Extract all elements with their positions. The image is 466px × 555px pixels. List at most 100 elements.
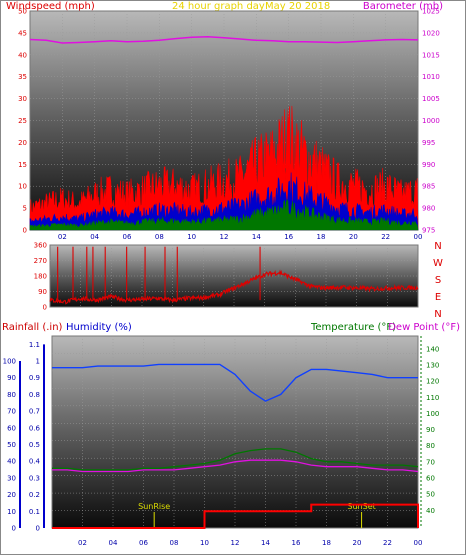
wind-y-tick-label: 30 [18,95,27,103]
wind-y-tick-label: 45 [18,29,27,37]
temp-x-tick-label: 02 [78,539,87,547]
temperature-y-tick-label: 70 [426,458,435,466]
wind-gust-peak [285,107,291,169]
rainfall-y-tick-label: 0.7 [29,408,40,416]
graph-date: May 20 2018 [265,1,330,12]
rainfall-y-tick-label: 0.2 [29,491,40,499]
temperature-y-tick-label: 60 [426,474,435,482]
dewpoint-label: Dew Point (°F) [388,322,460,333]
wind-y-axis: 0 5 10 15 20 25 30 35 40 45 50 [18,8,27,235]
temp-x-tick-label: 22 [383,539,392,547]
temperature-y-tick-label: 40 [426,507,435,515]
rainfall-y-tick-label: 0.1 [29,508,40,516]
rainfall-y-tick-label: 0.5 [29,441,40,449]
humidity-line [52,363,418,402]
wind-x-tick-label: 22 [381,233,390,241]
rainfall-y-tick-label: 0.9 [29,374,40,382]
humidity-y-tick-label: 70 [7,408,16,416]
barometer-y-tick-label: 995 [422,139,435,147]
temp-x-tick-label: 10 [200,539,209,547]
graph-title: 24 hour graph day [172,1,265,12]
compass-label: W [433,258,443,269]
wind-x-axis: 02 04 06 08 10 12 14 16 18 20 22 00 [58,233,423,241]
windspeed-label: Windspeed (mph) [6,1,95,12]
humidity-y-tick-label: 50 [7,441,16,449]
direction-y-tick-label: 360 [34,242,47,250]
wind-y-tick-label: 0 [23,227,27,235]
humidity-label: Humidity (%) [66,322,132,333]
direction-grid [50,245,418,307]
temp-x-tick-label: 18 [322,539,331,547]
humidity-y-tick-label: 30 [7,474,16,482]
temperature-label: Temperature (°F) [310,322,396,333]
wind-low-series [29,199,419,231]
dewpoint-line [52,459,419,473]
direction-y-tick-label: 0 [43,304,47,312]
barometer-y-tick-label: 990 [422,161,435,169]
wind-x-tick-label: 16 [284,233,293,241]
rainfall-y-tick-label: 0.8 [29,391,40,399]
wind-y-tick-label: 50 [18,8,27,16]
wind-x-tick-label: 14 [252,233,261,241]
wind-y-tick-label: 35 [18,73,27,81]
temperature-y-tick-label: 120 [426,378,439,386]
wind-y-tick-label: 15 [18,161,27,169]
temperature-y-tick-label: 80 [426,442,435,450]
direction-y-tick-label: 180 [34,273,47,281]
direction-y-tick-label: 90 [38,288,47,296]
compass-label: E [435,292,441,303]
barometer-y-tick-label: 980 [422,205,435,213]
humidity-y-tick-label: 80 [7,391,16,399]
rain-temp-panel: SunRise SunSet 00.10.20.30.40.50.60.70.80… [3,335,439,547]
wind-x-tick-label: 12 [220,233,229,241]
temp-x-tick-label: 08 [170,539,179,547]
wind-x-tick-label: 08 [155,233,164,241]
rainfall-y-tick-label: 0.4 [29,458,41,466]
compass-label: S [435,275,441,286]
wind-x-tick-label: 02 [58,233,67,241]
temperature-line [52,448,419,471]
sun-markers: SunRise SunSet [138,502,376,528]
barometer-line [29,36,419,44]
humidity-y-tick-label: 90 [7,374,16,382]
barometer-y-tick-label: 1020 [422,29,440,37]
wind-x-tick-label: 20 [349,233,358,241]
barometer-y-tick-label: 1015 [422,51,440,59]
wind-y-tick-label: 40 [18,51,27,59]
temp-x-tick-label: 16 [292,539,301,547]
temperature-y-tick-label: 100 [426,410,439,418]
temp-x-tick-label: 06 [139,539,148,547]
barometer-y-tick-label: 1025 [422,8,440,16]
temp-x-axis: 02 04 06 08 10 12 14 16 18 20 22 00 [78,539,422,547]
wind-x-tick-label: 00 [414,233,423,241]
rainfall-y-tick-label: 0 [36,525,40,533]
direction-y-tick-label: 270 [34,257,47,265]
temperature-y-axis: 40 50 60 70 80 90 100 110 120 130 140 [420,336,439,528]
sunset-label: SunSet [347,502,375,511]
rainfall-y-tick-label: 0.3 [29,474,40,482]
wind-direction-line [49,269,419,305]
wind-y-tick-label: 5 [23,205,27,213]
barometer-y-tick-label: 975 [422,227,435,235]
temp-series [52,363,419,529]
temp-x-tick-label: 00 [414,539,423,547]
humidity-y-tick-label: 0 [12,525,16,533]
wind-y-tick-label: 20 [18,139,27,147]
wind-series [29,36,419,231]
temperature-y-tick-label: 140 [426,345,439,353]
wind-average-series [29,172,419,231]
wind-y-tick-label: 25 [18,117,27,125]
temp-x-tick-label: 12 [231,539,240,547]
rainfall-y-axis: 0 0.1 0.2 0.3 0.4 0.5 0.6 0.7 0.8 0.9 1 1.1 [29,341,45,533]
humidity-y-tick-label: 40 [7,458,16,466]
compass-label: N [434,309,441,320]
compass-label: N [434,241,441,252]
barometer-label: Barometer (mb) [363,1,443,12]
humidity-y-axis: 0 10 20 30 40 50 60 70 80 90 100 [3,358,21,533]
rainfall-label: Rainfall (.in) [2,322,63,333]
direction-y-axis: 0 90 180 270 360 [34,242,47,312]
sunrise-label: SunRise [138,502,170,511]
